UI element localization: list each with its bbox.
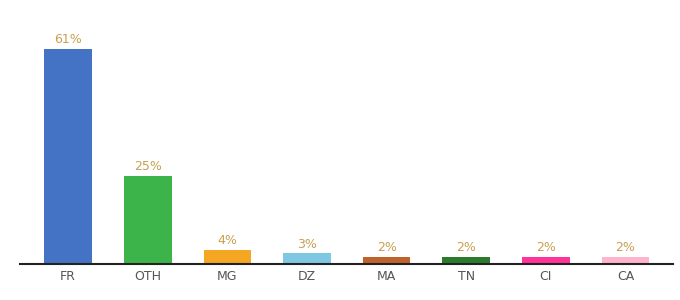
Text: 61%: 61% [54, 33, 82, 46]
Bar [522, 257, 570, 264]
Text: 3%: 3% [297, 238, 317, 251]
Bar [44, 49, 92, 264]
Text: 4%: 4% [218, 234, 237, 248]
Text: 2%: 2% [456, 242, 476, 254]
Bar [602, 257, 649, 264]
Text: 25%: 25% [134, 160, 162, 173]
Bar [203, 250, 252, 264]
Text: 2%: 2% [377, 242, 396, 254]
Bar [283, 254, 331, 264]
Bar [362, 257, 411, 264]
Text: 2%: 2% [615, 242, 635, 254]
Bar [442, 257, 490, 264]
Bar [124, 176, 171, 264]
Text: 2%: 2% [536, 242, 556, 254]
